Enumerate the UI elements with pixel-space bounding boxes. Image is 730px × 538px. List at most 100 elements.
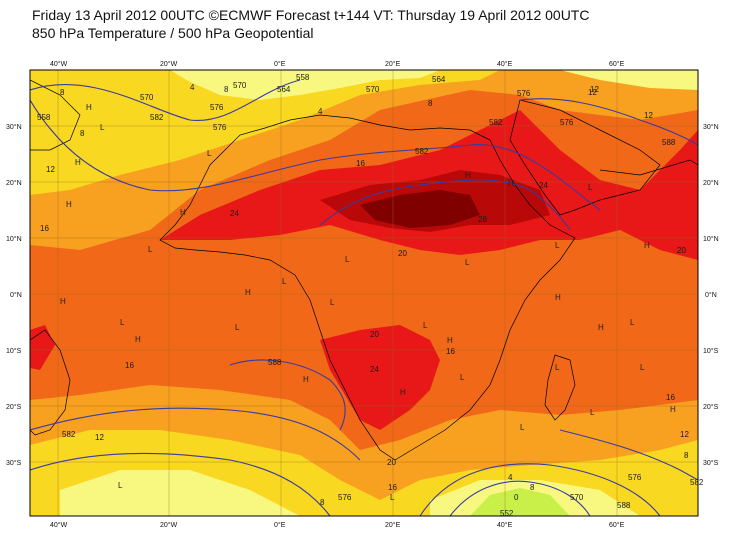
temp-label: 20 [387, 458, 396, 467]
pressure-center: H [598, 323, 604, 332]
pressure-center: L [640, 363, 645, 372]
temp-band-green-south [470, 488, 570, 516]
pressure-center: H [180, 208, 186, 217]
temp-label: 8 [60, 88, 65, 97]
geo-label: 570 [140, 93, 154, 102]
tick-left-30s: 30°S [6, 459, 22, 467]
temp-label: 4 [508, 473, 513, 482]
temp-label: 12 [644, 111, 653, 120]
temp-band-hot-south [320, 325, 440, 430]
tick-bottom-20w: 20°W [160, 521, 178, 529]
geo-label: 588 [662, 138, 676, 147]
pressure-center: L [590, 408, 595, 417]
temp-label: 12 [680, 430, 689, 439]
geo-label: 570 [233, 81, 247, 90]
temperature-field [30, 70, 698, 516]
pressure-center: H [86, 103, 92, 112]
tick-right-30s: 30°S [703, 459, 719, 467]
temp-label: 8 [320, 498, 325, 507]
tick-top-0e: 0°E [274, 60, 286, 68]
tick-top-20w: 20°W [160, 60, 178, 68]
geo-label: 582 [415, 147, 429, 156]
temp-band-cold-south [60, 470, 300, 516]
tick-top-20e: 20°E [385, 60, 401, 68]
geo-label: 582 [690, 478, 704, 487]
coastlines [30, 79, 698, 461]
temp-label: 16 [666, 393, 675, 402]
map-frame [29, 69, 699, 517]
temperature-labels: 8 4 8 4 8 12 16 12 16 24 28 24 20 20 20 … [40, 83, 689, 507]
temp-label: 8 [224, 85, 229, 94]
tick-left-30n: 30°N [6, 123, 22, 131]
tick-right-20n: 20°N [703, 179, 719, 187]
geo-label: 576 [213, 123, 227, 132]
geopotential-contours [30, 79, 698, 516]
temp-label: 12 [590, 85, 599, 94]
tick-right-10n: 10°N [703, 235, 719, 243]
pressure-centers: H L H L H H L H L L H L H L L H H L H L … [60, 103, 676, 502]
temp-band-cold-north [170, 70, 440, 100]
geo-label: 570 [570, 493, 584, 502]
pressure-center: H [555, 293, 561, 302]
temp-label: 0 [514, 493, 519, 502]
temp-label: 24 [370, 365, 379, 374]
pressure-center: L [100, 123, 105, 132]
temp-label: 8 [428, 99, 433, 108]
tick-left-20n: 20°N [6, 179, 22, 187]
pressure-center: H [60, 297, 66, 306]
geo-label: 552 [500, 509, 514, 518]
temp-label: 24 [230, 209, 239, 218]
temp-label: 16 [356, 159, 365, 168]
temp-label: 16 [125, 361, 134, 370]
geo-label: 570 [366, 85, 380, 94]
right-ticks: 30°N 20°N 10°N 0°N 10°S 20°S 30°S [703, 123, 719, 467]
map-title: Friday 13 April 2012 00UTC ©ECMWF Foreca… [32, 7, 590, 23]
geo-label: 582 [489, 118, 503, 127]
geo-label: 576 [210, 103, 224, 112]
pressure-center: L [588, 183, 593, 192]
tick-right-30n: 30°N [703, 123, 719, 131]
geo-label: 558 [37, 113, 51, 122]
pressure-center: L [148, 245, 153, 254]
geo-label: 564 [277, 85, 291, 94]
temp-label: 12 [588, 88, 597, 97]
left-ticks: 30°N 20°N 10°N 0°N 10°S 20°S 30°S [6, 123, 22, 467]
temp-label: 4 [190, 83, 195, 92]
pressure-center: L [520, 423, 525, 432]
tick-left-10s: 10°S [6, 347, 22, 355]
geo-label: 576 [517, 89, 531, 98]
geo-label: 564 [432, 75, 446, 84]
pressure-center: L [330, 298, 335, 307]
tick-bottom-60e: 60°E [609, 521, 625, 529]
pressure-center: H [447, 336, 453, 345]
tick-top-40e: 40°E [497, 60, 513, 68]
pressure-center: L [282, 277, 287, 286]
top-ticks: 40°W 20°W 0°E 20°E 40°E 60°E [50, 60, 625, 68]
geo-label: 576 [628, 473, 642, 482]
pressure-center: L [207, 149, 212, 158]
pressure-center: H [465, 171, 471, 180]
tick-bottom-0e: 0°E [274, 521, 286, 529]
geo-label: 576 [560, 118, 574, 127]
pressure-center: L [390, 493, 395, 502]
map-subtitle: 850 hPa Temperature / 500 hPa Geopotenti… [32, 25, 314, 41]
temp-label: 16 [40, 224, 49, 233]
pressure-center: H [135, 335, 141, 344]
tick-bottom-20e: 20°E [385, 521, 401, 529]
bottom-ticks: 40°W 20°W 0°E 20°E 40°E 60°E [50, 521, 625, 529]
tick-left-20s: 20°S [6, 403, 22, 411]
temp-label: 12 [95, 433, 104, 442]
graticule [30, 70, 698, 516]
temp-label: 4 [318, 107, 323, 116]
temp-band-cool-north [30, 70, 500, 195]
pressure-center: L [345, 255, 350, 264]
tick-right-10s: 10°S [703, 347, 719, 355]
geo-label: 582 [150, 113, 164, 122]
tick-right-0n: 0°N [705, 291, 717, 299]
geopotential-labels: 558 582 576 570 564 558 576 582 564 570 … [37, 73, 704, 518]
geo-label: 588 [617, 501, 631, 510]
temp-label: 28 [478, 215, 487, 224]
temp-band-cold-north-east [560, 70, 698, 90]
temp-label: 8 [80, 129, 85, 138]
